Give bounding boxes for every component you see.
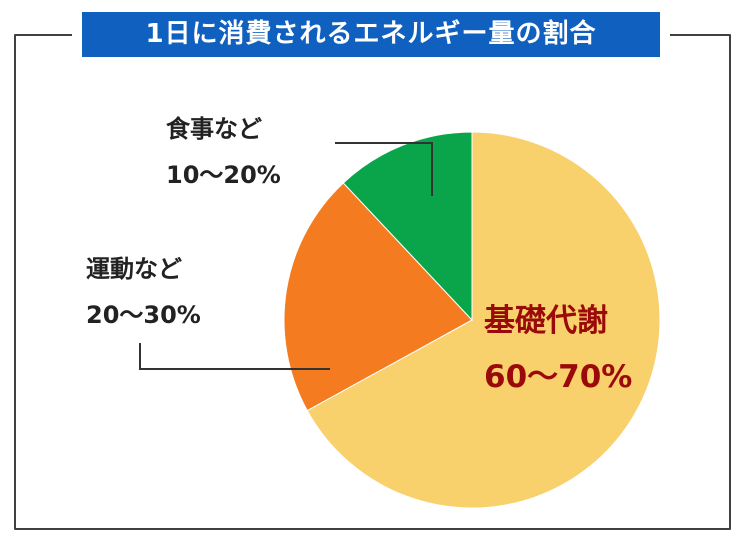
label-food-range: 10〜20% <box>166 161 281 189</box>
leader-line-food <box>335 142 433 196</box>
pie-slice-basal <box>306 131 661 509</box>
pie-slice-exercise <box>283 182 473 412</box>
leader-line-exercise <box>139 343 330 370</box>
label-basal: 基礎代謝 60〜70% <box>484 293 632 405</box>
label-basal-name: 基礎代謝 <box>484 303 608 339</box>
label-exercise-range: 20〜30% <box>86 301 201 329</box>
label-food-name: 食事など <box>166 115 262 143</box>
label-basal-range: 60〜70% <box>484 359 633 395</box>
chart-title: 1日に消費されるエネルギー量の割合 <box>82 12 660 57</box>
label-exercise-name: 運動など <box>86 255 182 283</box>
pie-slice-food <box>342 131 473 322</box>
label-exercise: 運動など 20〜30% <box>86 246 201 338</box>
label-food: 食事など 10〜20% <box>166 106 281 198</box>
